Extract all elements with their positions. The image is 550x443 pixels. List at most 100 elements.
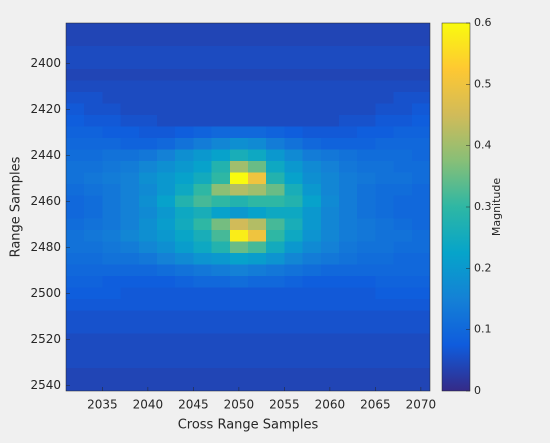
cell xyxy=(229,241,249,254)
cell xyxy=(84,23,103,35)
cell xyxy=(302,57,322,70)
cell xyxy=(284,310,304,323)
cell xyxy=(138,287,158,300)
cell xyxy=(157,172,176,185)
cell xyxy=(393,333,413,346)
cell xyxy=(229,356,249,369)
x-tick-label: 2055 xyxy=(269,398,300,412)
cell xyxy=(84,379,103,391)
cell xyxy=(211,333,231,346)
cell xyxy=(411,207,430,219)
cell xyxy=(284,161,304,173)
cell xyxy=(375,333,395,346)
cell xyxy=(248,69,267,81)
cell xyxy=(157,379,176,391)
cell xyxy=(211,345,231,357)
cell xyxy=(411,115,430,127)
cell xyxy=(339,253,358,265)
cell xyxy=(120,34,140,47)
cell xyxy=(229,368,249,380)
cell xyxy=(411,103,430,116)
cell xyxy=(120,230,140,242)
cell xyxy=(284,276,304,288)
cell xyxy=(84,195,103,208)
cell xyxy=(393,126,413,139)
cell xyxy=(229,276,249,288)
cell xyxy=(411,92,430,104)
cell xyxy=(411,299,430,311)
cell xyxy=(393,345,413,357)
cell xyxy=(138,126,158,139)
cell xyxy=(411,172,430,185)
cell xyxy=(302,92,322,104)
cell xyxy=(357,356,376,369)
cell xyxy=(229,207,249,219)
cell xyxy=(375,172,395,185)
cell xyxy=(320,276,340,288)
cell xyxy=(175,23,194,35)
cell xyxy=(84,299,103,311)
cell xyxy=(266,207,285,219)
cell xyxy=(157,138,176,150)
cell xyxy=(393,264,413,277)
cell xyxy=(339,207,358,219)
cell xyxy=(357,57,376,70)
cell xyxy=(157,184,176,196)
cell xyxy=(339,138,358,150)
cell xyxy=(211,69,231,81)
cell xyxy=(66,80,85,93)
cell xyxy=(193,368,213,380)
cell xyxy=(393,92,413,104)
cell xyxy=(248,46,267,58)
cell xyxy=(411,195,430,208)
cell xyxy=(320,253,340,265)
cell xyxy=(175,333,194,346)
cell xyxy=(320,184,340,196)
colorbar-tick-label: 0.6 xyxy=(474,16,492,29)
cell xyxy=(375,345,395,357)
cell xyxy=(120,287,140,300)
cell xyxy=(393,115,413,127)
cell xyxy=(320,115,340,127)
cell xyxy=(211,287,231,300)
cell xyxy=(138,356,158,369)
cell xyxy=(302,276,322,288)
cell xyxy=(175,241,194,254)
cell xyxy=(120,80,140,93)
y-tick-label: 2500 xyxy=(30,286,61,300)
cell xyxy=(102,161,122,173)
cell xyxy=(120,379,140,391)
cell xyxy=(229,46,249,58)
cell xyxy=(320,241,340,254)
cell xyxy=(339,230,358,242)
cell xyxy=(175,115,194,127)
cell xyxy=(375,241,395,254)
cell xyxy=(320,368,340,380)
cell xyxy=(339,241,358,254)
cell xyxy=(120,333,140,346)
cell xyxy=(157,356,176,369)
cell xyxy=(266,379,285,391)
cell xyxy=(229,253,249,265)
cell xyxy=(266,218,285,231)
cell xyxy=(302,207,322,219)
cell xyxy=(320,172,340,185)
cell xyxy=(102,356,122,369)
cell xyxy=(357,103,376,116)
cell xyxy=(102,368,122,380)
cell xyxy=(357,172,376,185)
cell xyxy=(157,149,176,162)
cell xyxy=(302,241,322,254)
cell xyxy=(320,310,340,323)
cell xyxy=(320,218,340,231)
cell xyxy=(248,80,267,93)
cell xyxy=(411,126,430,139)
cell xyxy=(120,195,140,208)
cell xyxy=(266,287,285,300)
cell xyxy=(157,230,176,242)
cell xyxy=(302,195,322,208)
cell xyxy=(229,34,249,47)
cell xyxy=(393,161,413,173)
cell xyxy=(320,356,340,369)
cell xyxy=(229,23,249,35)
